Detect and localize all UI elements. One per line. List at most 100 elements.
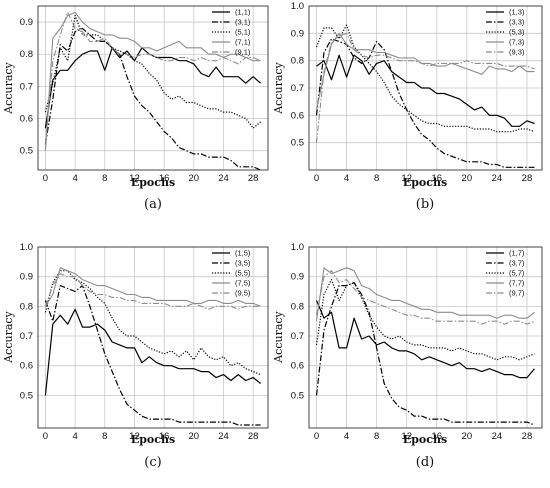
y-tick-label: 0.5: [291, 390, 304, 401]
x-tick-label: 24: [218, 173, 229, 184]
x-tick-label: 16: [431, 431, 442, 442]
plot-frame: [37, 246, 269, 429]
legend-entry: (9,7): [509, 289, 525, 298]
series-line-(5,3): [315, 24, 535, 133]
legend-entry: (1,5): [235, 249, 251, 258]
legend-entry: (9,1): [235, 48, 251, 57]
legend-entry: (7,1): [235, 38, 251, 47]
legend-entry: (1,3): [509, 8, 525, 17]
x-tick-label: 12: [129, 431, 140, 442]
series-line-(3,7): [315, 282, 535, 426]
series-line-(1,3): [316, 54, 535, 127]
x-tick-label: 28: [522, 173, 533, 184]
x-tick-label: 4: [72, 431, 77, 442]
y-tick-label: 0.7: [20, 331, 33, 342]
panel-label: (d): [416, 455, 434, 470]
y-tick-label: 0.8: [20, 301, 33, 312]
x-tick-label: 12: [401, 173, 412, 184]
x-tick-label: 0: [314, 431, 319, 442]
x-tick-label: 8: [102, 431, 107, 442]
x-axis-label: Epochs: [131, 176, 175, 189]
legend-entry: (7,3): [509, 38, 525, 47]
x-tick-label: 28: [248, 173, 259, 184]
panel-label: (b): [416, 197, 434, 212]
y-axis-label: Accuracy: [272, 310, 285, 363]
y-tick-label: 1.0: [20, 242, 33, 253]
y-tick-label: 0.6: [291, 361, 304, 372]
legend-entry: (9,5): [235, 289, 251, 298]
series-line-(1,7): [315, 300, 535, 379]
series-line-(1,5): [44, 308, 261, 396]
legend-entry: (9,3): [509, 48, 525, 57]
x-tick-label: 4: [344, 431, 349, 442]
y-tick-label: 0.7: [291, 83, 304, 94]
y-tick-label: 0.5: [20, 390, 33, 401]
y-tick-label: 0.8: [291, 56, 304, 67]
series-line-(5,7): [315, 279, 535, 361]
legend-entry: (3,1): [235, 18, 251, 27]
chart-panel-b: 0 4 8 12 16 20 24 28 0.5 0.6 0.7 0.8 0.9 1.0 (1,3)(3,3…: [272, 1, 543, 212]
plot-frame: [308, 5, 543, 171]
x-axis-label: Epochs: [403, 433, 447, 446]
x-tick-label: 16: [431, 173, 442, 184]
series-line-(1,1): [44, 47, 261, 129]
series-line-(7,5): [44, 267, 261, 307]
series-line-(9,3): [315, 32, 535, 143]
y-tick-label: 0.7: [291, 331, 304, 342]
chart-panel-c: 0 4 8 12 16 20 24 28 0.5 0.6 0.7 0.8 0.9 1.0 (1,5)(3,5…: [2, 242, 269, 470]
y-tick-label: 1.0: [291, 242, 304, 253]
series-line-(9,1): [44, 11, 261, 148]
x-tick-label: 16: [159, 431, 170, 442]
x-tick-label: 8: [374, 431, 379, 442]
x-tick-label: 12: [129, 173, 140, 184]
panel-label: (c): [144, 455, 161, 470]
chart-panel-d: 0 4 8 12 16 20 24 28 0.5 0.6 0.7 0.8 0.9 1.0 (1,7)(3,7…: [272, 242, 543, 470]
x-tick-label: 8: [102, 173, 107, 184]
x-tick-label: 0: [314, 173, 319, 184]
panel-label: (a): [144, 197, 162, 212]
x-tick-label: 8: [374, 173, 379, 184]
y-tick-label: 0.9: [20, 17, 33, 28]
x-tick-label: 20: [462, 173, 473, 184]
series-line-(3,3): [315, 38, 535, 168]
legend-entry: (5,7): [509, 269, 525, 278]
plot-frame: [37, 5, 269, 171]
y-tick-label: 0.7: [20, 81, 33, 92]
y-tick-label: 0.5: [291, 138, 304, 149]
x-axis-label: Epochs: [403, 176, 447, 189]
x-tick-label: 24: [492, 173, 503, 184]
series-line-(9,5): [44, 273, 261, 310]
legend-entry: (3,5): [235, 259, 251, 268]
y-tick-label: 0.6: [291, 110, 304, 121]
series-line-(7,1): [44, 11, 261, 151]
legend-entry: (1,7): [509, 249, 525, 258]
series-line-(7,3): [315, 32, 535, 111]
series-line-(5,5): [44, 270, 261, 376]
y-tick-label: 0.9: [291, 272, 304, 283]
x-tick-label: 12: [401, 431, 412, 442]
y-tick-label: 0.5: [20, 146, 33, 157]
chart-panel-a: 0 4 8 12 16 20 24 28 0.5 0.6 0.7 0.8 0.9 (1,1)(3,1)(5…: [2, 5, 269, 212]
series-line-(3,1): [44, 27, 261, 171]
legend-entry: (3,7): [509, 259, 525, 268]
legend-entry: (5,3): [509, 28, 525, 37]
y-tick-label: 0.8: [291, 301, 304, 312]
legend-entry: (7,5): [235, 279, 251, 288]
y-axis-label: Accuracy: [272, 61, 285, 114]
x-tick-label: 28: [248, 431, 259, 442]
x-tick-label: 24: [218, 431, 229, 442]
legend-entry: (5,1): [235, 28, 251, 37]
series-line-(9,7): [315, 270, 535, 325]
x-tick-label: 20: [189, 431, 200, 442]
legend-entry: (7,7): [509, 279, 525, 288]
x-tick-label: 20: [189, 173, 200, 184]
x-tick-label: 20: [462, 431, 473, 442]
x-tick-label: 4: [344, 173, 349, 184]
series-line-(5,1): [44, 15, 261, 129]
plot-frame: [308, 246, 543, 429]
series-line-(3,5): [44, 285, 261, 426]
legend-entry: (3,3): [509, 18, 525, 27]
y-axis-label: Accuracy: [2, 310, 15, 363]
y-tick-label: 0.9: [291, 28, 304, 39]
series-line-(7,7): [315, 267, 535, 322]
